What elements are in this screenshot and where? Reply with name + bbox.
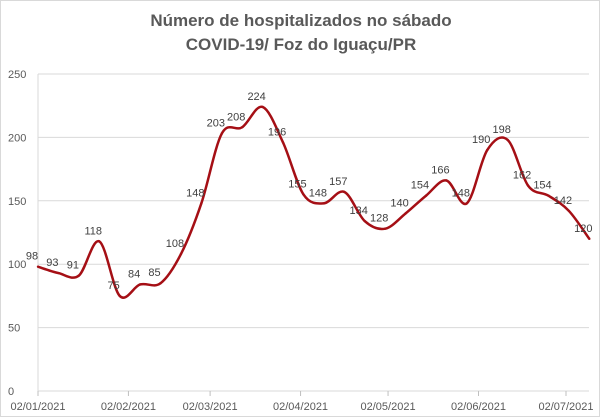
data-point [424, 194, 428, 197]
data-label: 166 [431, 165, 449, 177]
x-tick-label: 02/05/2021 [361, 401, 416, 413]
data-label: 148 [186, 187, 204, 199]
x-tick-label: 02/02/2021 [101, 401, 156, 413]
chart-title: Número de hospitalizados no sábado [150, 11, 452, 30]
data-point [322, 202, 326, 205]
data-point [486, 148, 489, 152]
x-tick-label: 02/07/2021 [538, 401, 593, 413]
y-tick-label: 250 [8, 69, 26, 81]
y-tick-label: 50 [8, 323, 20, 335]
data-point [547, 194, 550, 197]
data-label: 84 [128, 268, 140, 280]
data-label: 154 [533, 180, 551, 192]
data-point [159, 282, 162, 285]
data-point [363, 219, 366, 223]
data-label: 198 [492, 124, 510, 136]
data-label: 134 [350, 205, 368, 217]
data-label: 155 [288, 178, 306, 190]
data-point [36, 265, 40, 268]
data-label: 196 [268, 126, 286, 138]
data-point [57, 271, 60, 275]
x-tick-label: 02/03/2021 [183, 401, 238, 413]
data-label: 208 [227, 111, 245, 123]
y-tick-label: 0 [8, 386, 14, 398]
data-point [77, 274, 81, 277]
data-label: 93 [46, 257, 58, 269]
data-label: 148 [309, 187, 327, 199]
x-tick-label: 02/06/2021 [451, 401, 506, 413]
data-label: 162 [513, 170, 531, 182]
x-tick-label: 02/01/2021 [10, 401, 65, 413]
data-label: 108 [166, 238, 184, 250]
data-point [98, 240, 101, 243]
data-point [281, 141, 285, 144]
data-label: 148 [452, 187, 470, 199]
data-point [383, 227, 387, 230]
data-label: 203 [207, 118, 225, 130]
data-label: 154 [411, 180, 429, 192]
data-point [220, 132, 223, 135]
data-point [445, 179, 448, 182]
data-point [465, 202, 469, 205]
data-point [404, 212, 407, 215]
data-label: 118 [84, 225, 102, 237]
y-tick-label: 100 [8, 259, 26, 271]
data-label: 91 [67, 260, 79, 272]
data-point [506, 138, 509, 142]
data-label: 128 [370, 213, 388, 225]
data-point [261, 105, 264, 109]
data-point [343, 190, 346, 194]
data-label: 120 [574, 223, 592, 235]
data-label: 85 [148, 267, 160, 279]
data-label: 157 [329, 176, 347, 188]
data-label: 98 [26, 251, 38, 263]
data-point [138, 283, 142, 286]
data-point [588, 237, 591, 241]
chart-subtitle: COVID-19/ Foz do Iguaçu/PR [185, 35, 417, 54]
data-point [526, 184, 530, 187]
data-label: 224 [247, 91, 265, 103]
data-label: 142 [554, 195, 572, 207]
data-point [118, 294, 121, 298]
data-point [302, 193, 305, 196]
data-label: 190 [472, 134, 490, 146]
x-tick-label: 02/04/2021 [273, 401, 328, 413]
data-label: 75 [108, 280, 120, 292]
series-line [37, 105, 591, 299]
y-tick-label: 150 [8, 196, 26, 208]
data-point [179, 252, 183, 256]
data-point [200, 202, 203, 205]
y-tick-label: 200 [8, 132, 26, 144]
data-point [567, 209, 571, 213]
data-label: 140 [390, 197, 408, 209]
data-point [240, 126, 244, 129]
